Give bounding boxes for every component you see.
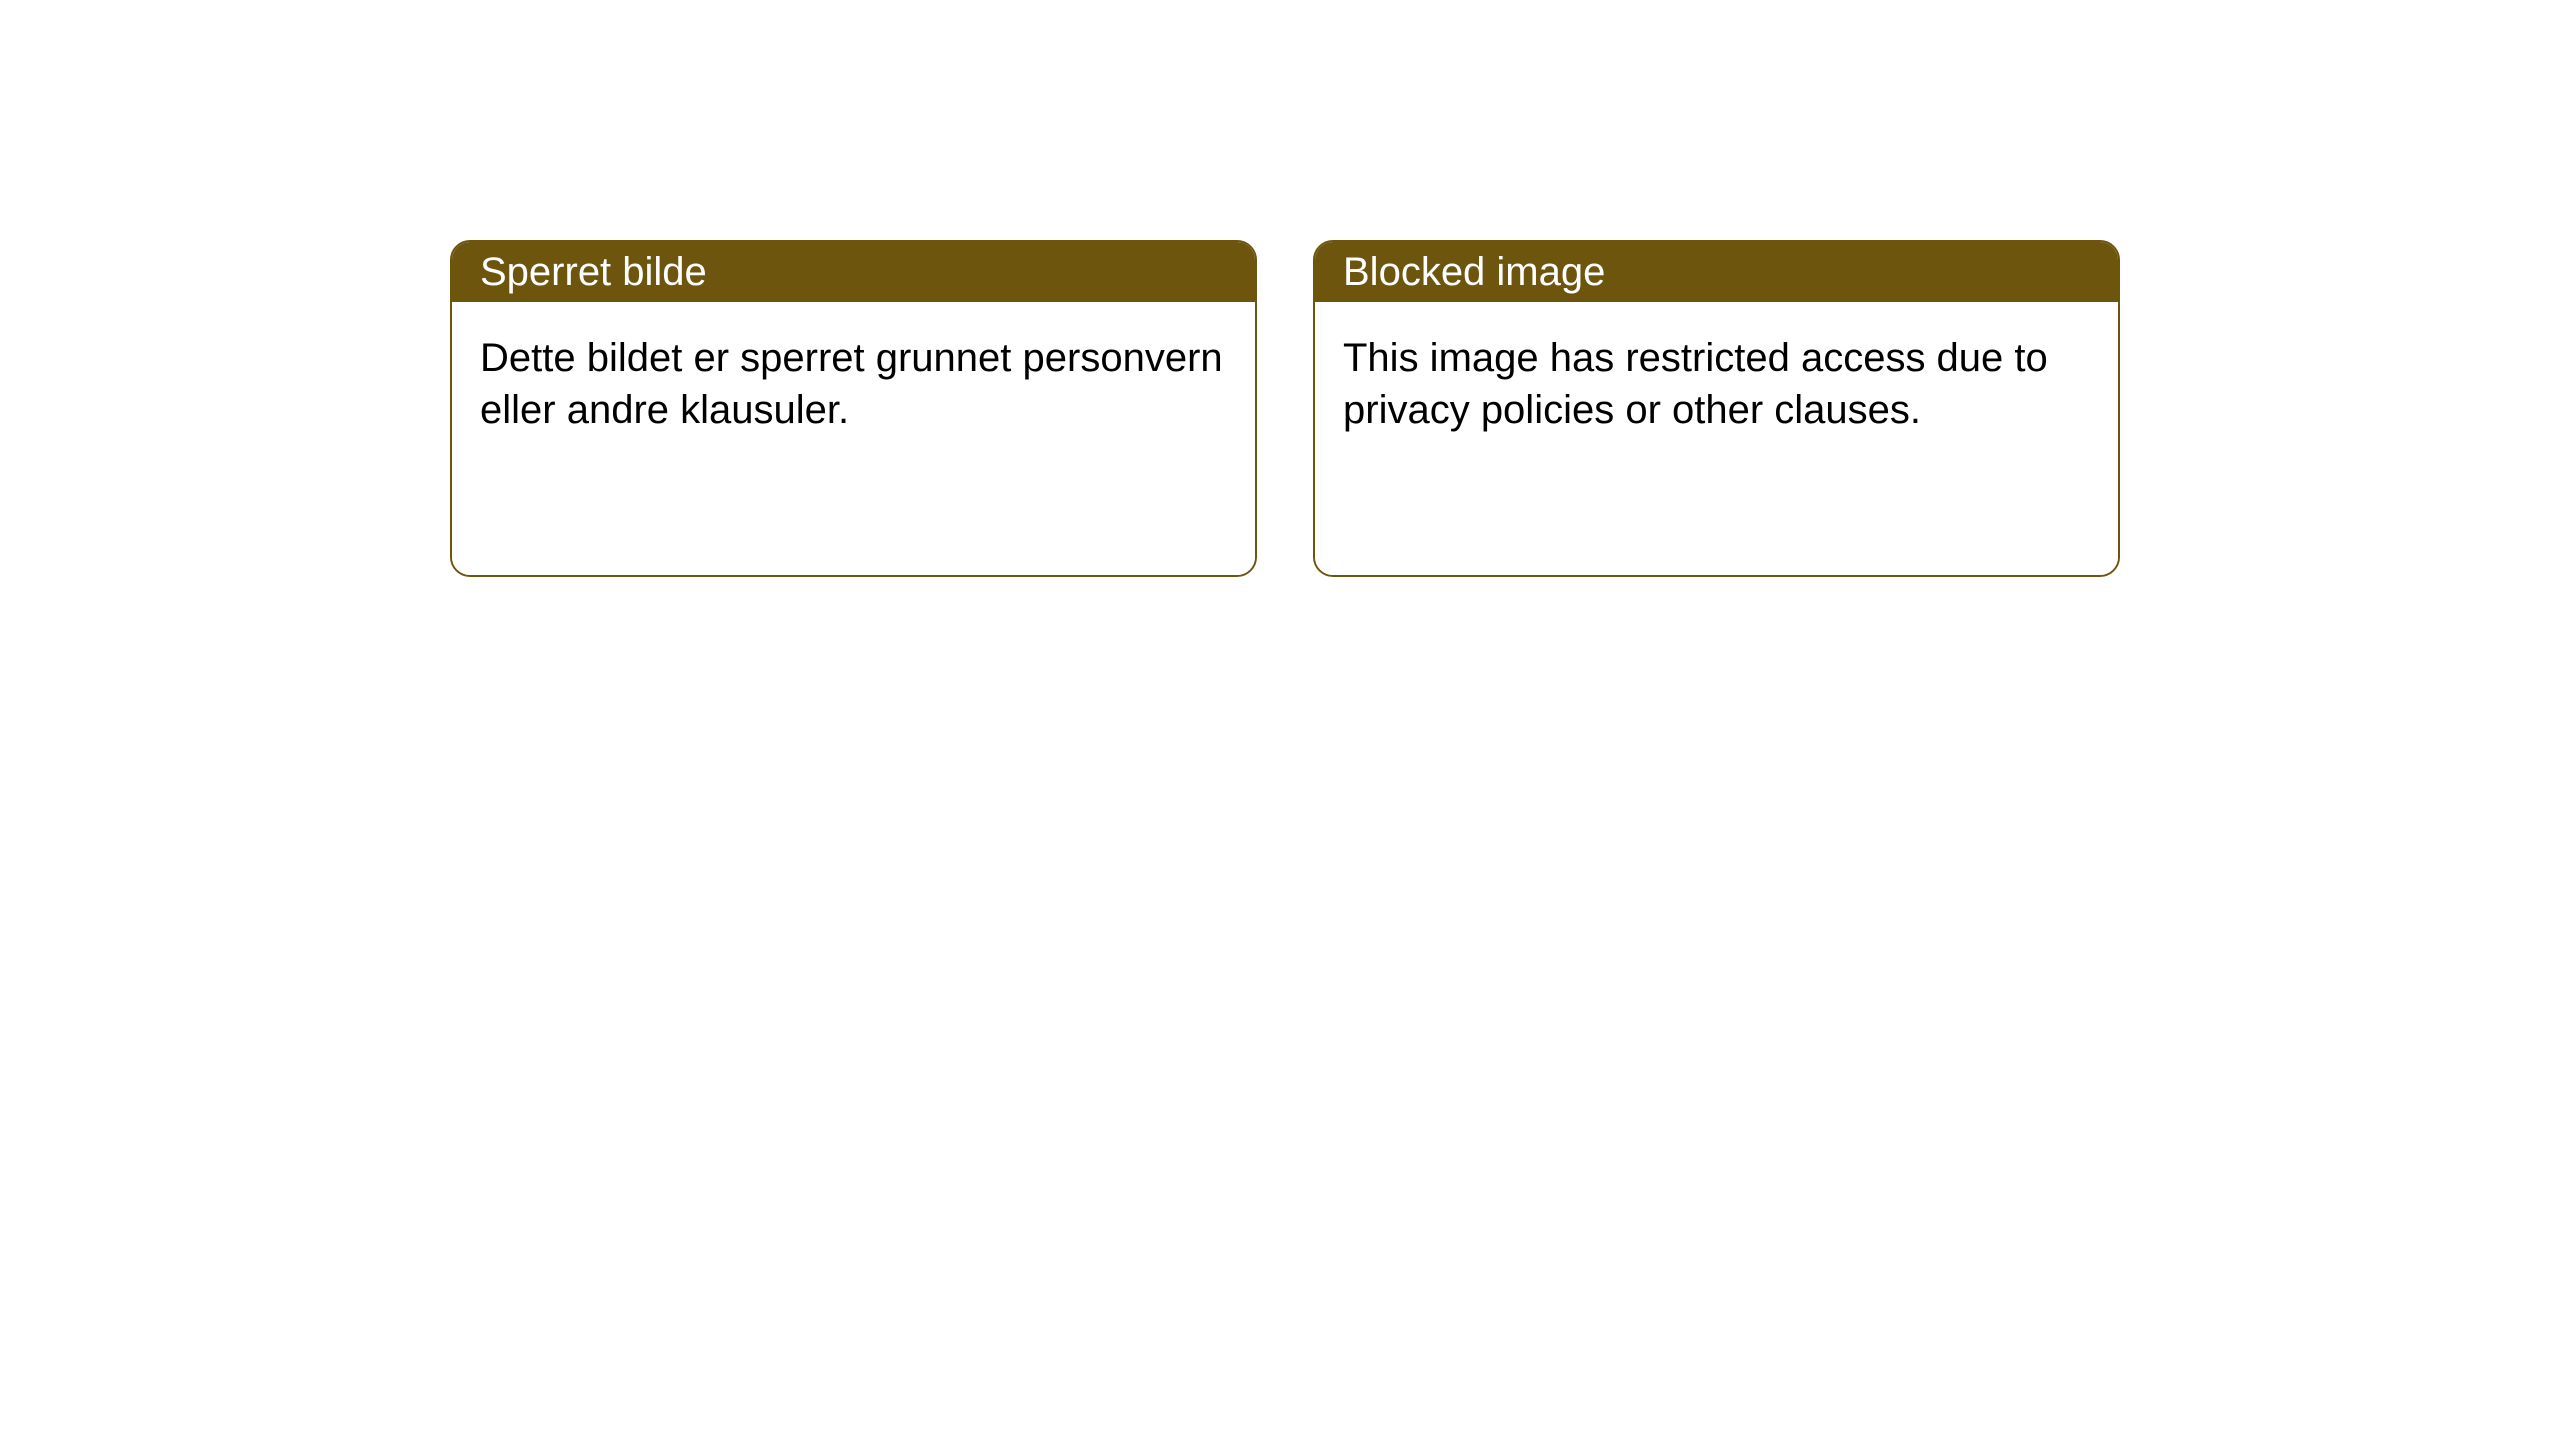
notice-card-english: Blocked image This image has restricted …: [1313, 240, 2120, 577]
notice-text-english: This image has restricted access due to …: [1343, 332, 2090, 436]
notice-header: Sperret bilde: [452, 242, 1255, 302]
notice-text-norwegian: Dette bildet er sperret grunnet personve…: [480, 332, 1227, 436]
notices-container: Sperret bilde Dette bildet er sperret gr…: [450, 240, 2120, 577]
notice-header: Blocked image: [1315, 242, 2118, 302]
notice-body: Dette bildet er sperret grunnet personve…: [452, 302, 1255, 575]
notice-body: This image has restricted access due to …: [1315, 302, 2118, 575]
notice-card-norwegian: Sperret bilde Dette bildet er sperret gr…: [450, 240, 1257, 577]
notice-title-english: Blocked image: [1343, 250, 1605, 295]
notice-title-norwegian: Sperret bilde: [480, 250, 707, 295]
